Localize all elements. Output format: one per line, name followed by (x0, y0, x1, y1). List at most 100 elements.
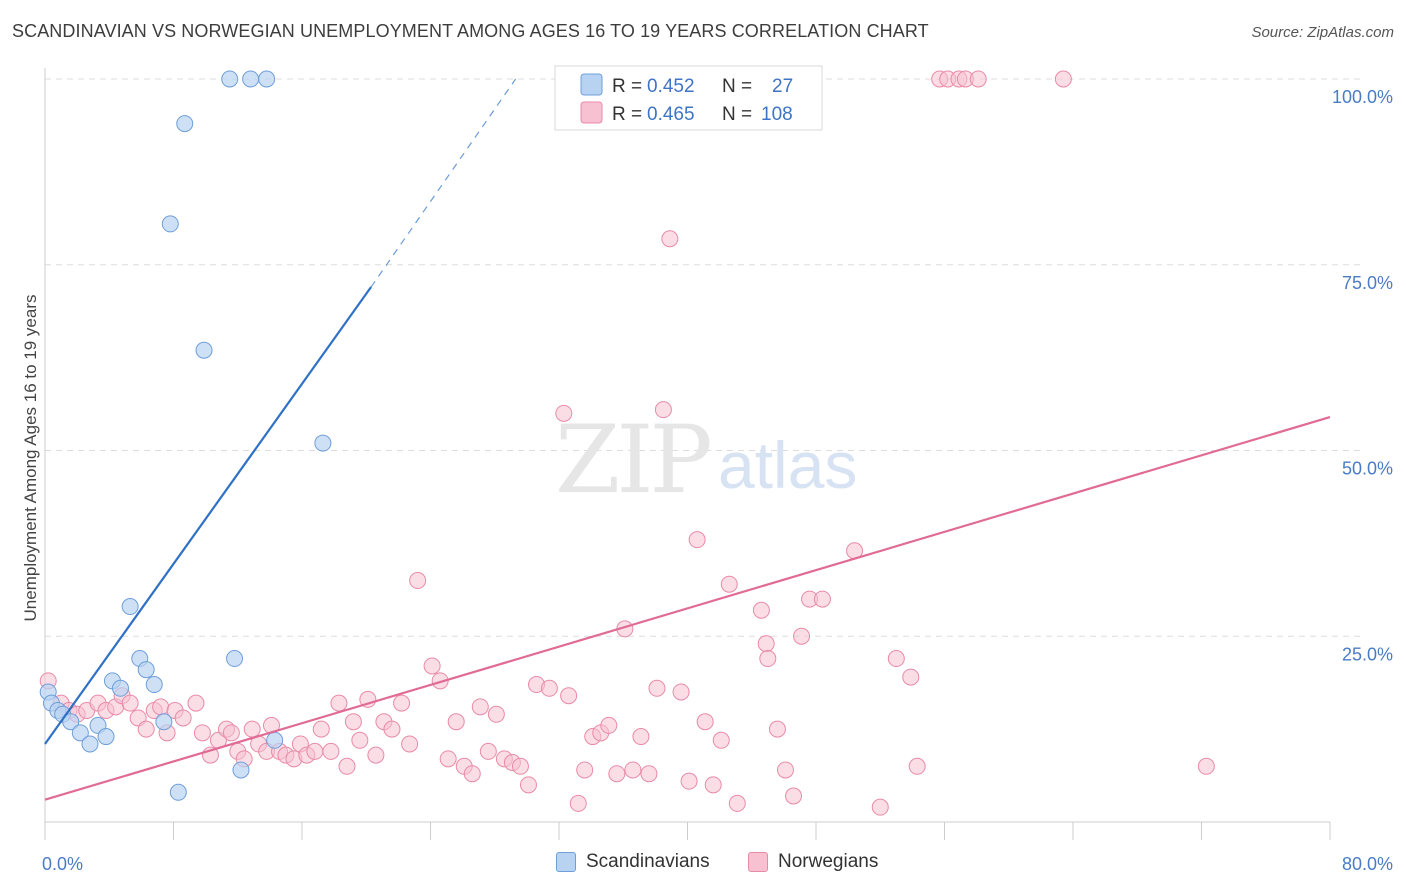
data-point-norwegian (423, 657, 441, 675)
data-point-norwegian (768, 720, 786, 738)
gridlines (45, 78, 1365, 637)
data-point-norwegian (640, 765, 658, 783)
data-point-norwegian (576, 761, 594, 779)
data-point-norwegian (312, 720, 330, 738)
data-point-scandinavian (81, 735, 99, 753)
x-tick-labels: 0.0% 80.0% (42, 854, 1393, 874)
legend-swatch-norwegians (748, 852, 768, 872)
data-point-norwegian (152, 698, 170, 716)
data-point-norwegian (222, 724, 240, 742)
data-point-norwegian (463, 765, 481, 783)
data-point-norwegian (306, 742, 324, 760)
data-point-norwegian (393, 694, 411, 712)
data-point-scandinavian (161, 215, 179, 233)
watermark-zip: ZIP (555, 406, 709, 515)
data-point-norwegian (759, 650, 777, 668)
data-point-norwegian (902, 668, 920, 686)
legend-r-value: 0.465 (647, 104, 695, 125)
data-point-norwegian (383, 720, 401, 738)
legend-top: R = 0.452 N = 27 R = 0.465 N = 108 (554, 65, 823, 131)
legend-r-label: R = (612, 104, 642, 125)
data-point-norwegian (330, 694, 348, 712)
data-point-norwegian (624, 761, 642, 779)
y-axis-label: Unemployment Among Ages 16 to 19 years (21, 295, 40, 622)
chart-source: Source: ZipAtlas.com (1251, 24, 1394, 41)
data-point-scandinavian (62, 713, 80, 731)
data-point-norwegian (555, 404, 573, 422)
data-point-norwegian (1054, 70, 1072, 88)
y-tick-label: 25.0% (1342, 644, 1393, 664)
data-point-norwegian (121, 694, 139, 712)
data-point-scandinavian (232, 761, 250, 779)
data-point-scandinavian (111, 679, 129, 697)
data-point-norwegian (608, 765, 626, 783)
data-point-norwegian (672, 683, 690, 701)
data-point-norwegian (409, 572, 427, 590)
data-point-norwegian (757, 635, 775, 653)
data-point-norwegian (187, 694, 205, 712)
trendline-scandinavians (44, 286, 372, 745)
y-tick-label: 100.0% (1332, 87, 1393, 107)
legend-n-value: 27 (772, 76, 793, 97)
data-point-norwegian (511, 757, 529, 775)
legend-item-norwegians: Norwegians (748, 851, 878, 873)
y-tick-labels: 25.0% 50.0% 75.0% 100.0% (1332, 87, 1393, 664)
data-point-norwegian (696, 713, 714, 731)
data-point-norwegian (431, 672, 449, 690)
y-tick-label: 50.0% (1342, 459, 1393, 479)
chart-title: SCANDINAVIAN VS NORWEGIAN UNEMPLOYMENT A… (12, 21, 929, 41)
data-point-norwegian (600, 716, 618, 734)
data-point-norwegian (661, 230, 679, 248)
data-point-scandinavian (242, 70, 260, 88)
data-point-norwegian (447, 713, 465, 731)
data-point-norwegian (243, 720, 261, 738)
data-point-norwegian (401, 735, 419, 753)
data-point-scandinavian (221, 70, 239, 88)
data-point-norwegian (813, 590, 831, 608)
legend-label: Norwegians (778, 851, 879, 872)
data-point-norwegian (540, 679, 558, 697)
data-point-scandinavian (169, 783, 187, 801)
y-tick-label: 75.0% (1342, 273, 1393, 293)
trendline-norwegians (44, 416, 1331, 801)
data-point-norwegian (680, 772, 698, 790)
legend-bottom: Scandinavians Norwegians (0, 851, 1406, 879)
data-point-scandinavian (226, 650, 244, 668)
data-point-scandinavian (258, 70, 276, 88)
data-point-norwegian (704, 776, 722, 794)
data-point-norwegian (887, 650, 905, 668)
data-point-norwegian (969, 70, 987, 88)
data-point-norwegian (487, 705, 505, 723)
data-point-norwegian (712, 731, 730, 749)
data-point-norwegian (776, 761, 794, 779)
legend-item-scandinavians: Scandinavians (556, 851, 710, 873)
data-point-norwegian (632, 728, 650, 746)
data-point-norwegian (720, 575, 738, 593)
data-point-norwegian (338, 757, 356, 775)
data-point-norwegian (560, 687, 578, 705)
legend-r-value: 0.452 (647, 76, 695, 97)
legend-n-label: N = (722, 104, 752, 125)
data-point-norwegian (479, 742, 497, 760)
data-point-norwegian (752, 601, 770, 619)
data-point-scandinavian (266, 731, 284, 749)
data-point-scandinavian (71, 724, 89, 742)
data-point-norwegian (439, 750, 457, 768)
legend-swatch-norwegians (580, 101, 603, 124)
x-tick-label: 0.0% (42, 854, 83, 874)
legend-r-label: R = (612, 76, 642, 97)
watermark: ZIP atlas (555, 406, 857, 515)
data-point-norwegian (137, 720, 155, 738)
data-point-norwegian (785, 787, 803, 805)
data-point-norwegian (344, 713, 362, 731)
data-point-norwegian (688, 531, 706, 549)
data-point-scandinavian (155, 713, 173, 731)
data-point-norwegian (793, 627, 811, 645)
data-point-scandinavian (97, 728, 115, 746)
data-point-norwegian (728, 794, 746, 812)
data-point-norwegian (322, 742, 340, 760)
axes (44, 68, 1331, 840)
data-point-norwegian (193, 724, 211, 742)
data-point-norwegian (351, 731, 369, 749)
